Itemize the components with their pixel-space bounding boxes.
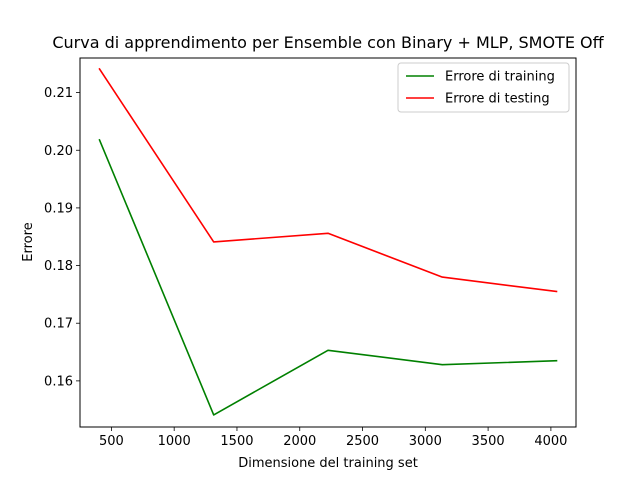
plot-area-frame (79, 57, 577, 428)
x-tick-label: 2500 (346, 434, 379, 449)
x-axis-label: Dimensione del training set (238, 456, 418, 471)
x-axis-ticks: 500 1000 1500 2000 2500 3000 3500 4000 (99, 427, 567, 449)
x-tick-label: 4000 (534, 434, 567, 449)
testing-error-line (98, 67, 558, 293)
training-error-line (98, 138, 558, 416)
legend-box (397, 62, 570, 113)
y-tick-label: 0.19 (44, 201, 73, 216)
y-tick-label: 0.18 (44, 259, 73, 274)
x-tick-label: 3500 (472, 434, 505, 449)
y-tick-label: 0.20 (44, 144, 73, 159)
chart-title: Curva di apprendimento per Ensemble con … (52, 33, 604, 52)
x-tick-label: 1500 (220, 434, 253, 449)
y-axis-label: Errore (21, 222, 36, 261)
y-tick-label: 0.16 (44, 374, 73, 389)
legend-label-training: Errore di training (445, 70, 555, 85)
legend: Errore di training Errore di testing (397, 62, 570, 113)
x-tick-label: 1000 (158, 434, 191, 449)
legend-label-testing: Errore di testing (445, 92, 550, 107)
x-tick-label: 500 (99, 434, 124, 449)
x-tick-label: 2000 (283, 434, 316, 449)
y-tick-label: 0.21 (44, 86, 73, 101)
series-lines (98, 67, 558, 416)
x-tick-label: 3000 (409, 434, 442, 449)
y-axis-ticks: 0.16 0.17 0.18 0.19 0.20 0.21 (44, 86, 80, 389)
y-tick-label: 0.17 (44, 317, 73, 332)
